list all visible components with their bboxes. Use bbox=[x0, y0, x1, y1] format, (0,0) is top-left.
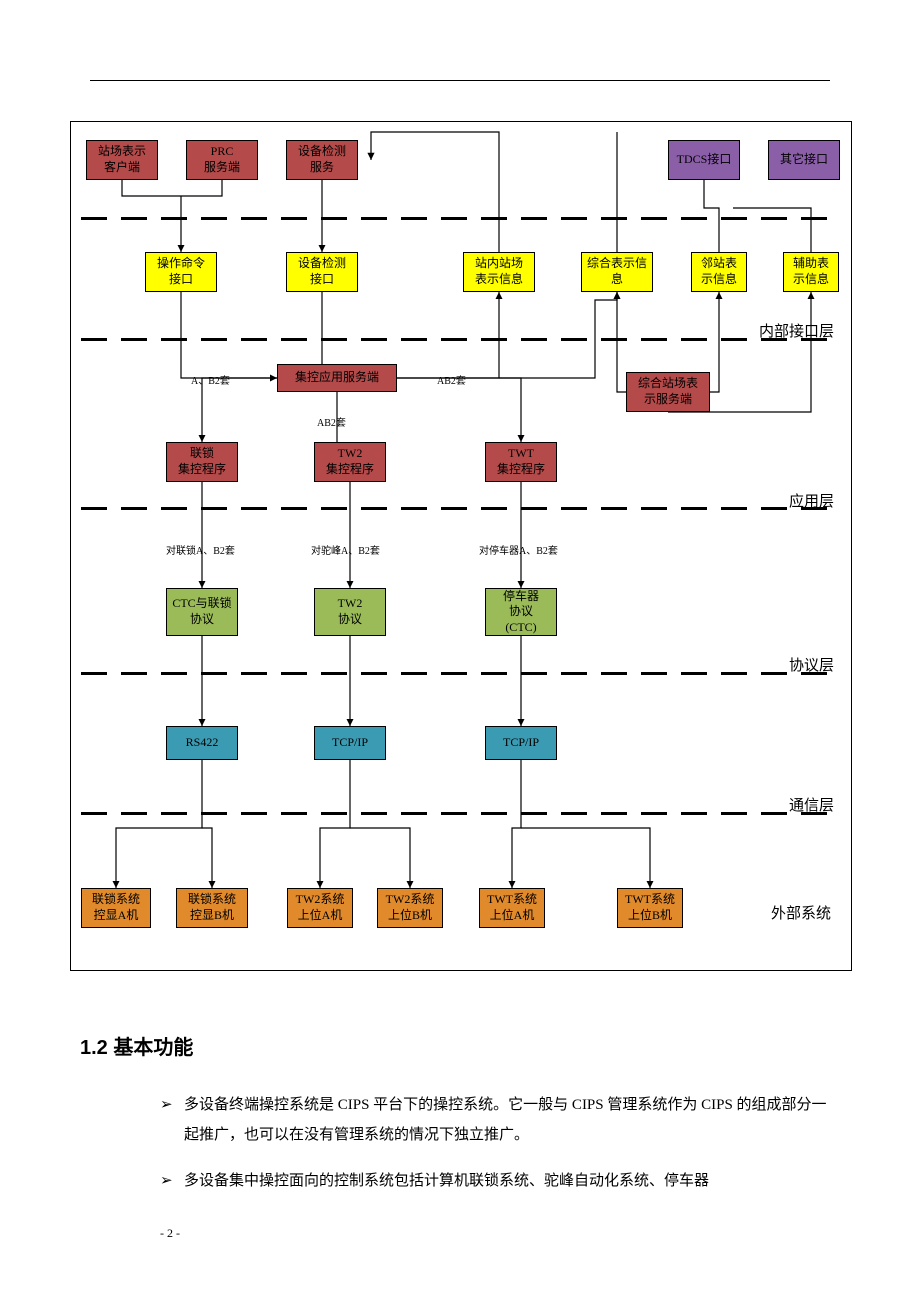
n-infield: 站内站场表示信息 bbox=[463, 252, 535, 292]
bullet-icon: ➢ bbox=[160, 1090, 184, 1120]
layer-label: 内部接口层 bbox=[759, 320, 834, 341]
edge-label: AB2套 bbox=[317, 414, 346, 429]
header-rule bbox=[90, 80, 830, 81]
n-twtb: TWT系统上位B机 bbox=[617, 888, 683, 928]
n-twta: TWT系统上位A机 bbox=[479, 888, 545, 928]
edge-label: 对联锁A、B2套 bbox=[166, 542, 235, 557]
n-devif: 设备检测接口 bbox=[286, 252, 358, 292]
layer-label: 外部系统 bbox=[771, 902, 831, 923]
n-combined: 综合表示信息 bbox=[581, 252, 653, 292]
n-opcmd: 操作命令接口 bbox=[145, 252, 217, 292]
n-tcp2: TCP/IP bbox=[485, 726, 557, 760]
bullet-item: ➢多设备集中操控面向的控制系统包括计算机联锁系统、驼峰自动化系统、停车器 bbox=[160, 1166, 830, 1196]
bullet-text: 多设备终端操控系统是 CIPS 平台下的操控系统。它一般与 CIPS 管理系统作… bbox=[184, 1090, 830, 1150]
edge-label: 对驼峰A、B2套 bbox=[311, 542, 380, 557]
n-tdcs: TDCS接口 bbox=[668, 140, 740, 180]
bullet-icon: ➢ bbox=[160, 1166, 184, 1196]
n-locka: 联锁系统控显A机 bbox=[81, 888, 151, 928]
n-tw2a: TW2系统上位A机 bbox=[287, 888, 353, 928]
n-lock: 联锁集控程序 bbox=[166, 442, 238, 482]
n-aux: 辅助表示信息 bbox=[783, 252, 839, 292]
layer-label: 协议层 bbox=[789, 654, 834, 675]
page-number: - 2 - bbox=[160, 1226, 850, 1241]
n-ctc: CTC与联锁协议 bbox=[166, 588, 238, 636]
n-tw2p: TW2协议 bbox=[314, 588, 386, 636]
edge-label: 对停车器A、B2套 bbox=[479, 542, 558, 557]
n-client: 站场表示客户端 bbox=[86, 140, 158, 180]
n-other: 其它接口 bbox=[768, 140, 840, 180]
n-combsrv: 综合站场表示服务端 bbox=[626, 372, 710, 412]
n-tw2: TW2集控程序 bbox=[314, 442, 386, 482]
n-tcp1: TCP/IP bbox=[314, 726, 386, 760]
document-page: 站场表示客户端 PRC服务端设备检测服务 TDCS接口其它接口操作命令接口 设备检测接… bbox=[0, 0, 920, 1281]
n-devcheck: 设备检测服务 bbox=[286, 140, 358, 180]
n-twt: TWT集控程序 bbox=[485, 442, 557, 482]
n-prc: PRC服务端 bbox=[186, 140, 258, 180]
n-appsrv: 集控应用服务端 bbox=[277, 364, 397, 392]
bullet-text: 多设备集中操控面向的控制系统包括计算机联锁系统、驼峰自动化系统、停车器 bbox=[184, 1166, 830, 1196]
n-park: 停车器协议(CTC) bbox=[485, 588, 557, 636]
n-neighbor: 邻站表示信息 bbox=[691, 252, 747, 292]
n-tw2b: TW2系统上位B机 bbox=[377, 888, 443, 928]
layer-label: 通信层 bbox=[789, 794, 834, 815]
layer-label: 应用层 bbox=[789, 490, 834, 511]
n-rs422: RS422 bbox=[166, 726, 238, 760]
bullet-list: ➢多设备终端操控系统是 CIPS 平台下的操控系统。它一般与 CIPS 管理系统… bbox=[160, 1090, 830, 1196]
edge-label: A、B2套 bbox=[191, 372, 230, 387]
architecture-diagram: 站场表示客户端 PRC服务端设备检测服务 TDCS接口其它接口操作命令接口 设备检测接… bbox=[70, 121, 852, 971]
bullet-item: ➢多设备终端操控系统是 CIPS 平台下的操控系统。它一般与 CIPS 管理系统… bbox=[160, 1090, 830, 1150]
section-heading: 1.2 基本功能 bbox=[80, 1031, 850, 1060]
n-lockb: 联锁系统控显B机 bbox=[176, 888, 248, 928]
edge-label: AB2套 bbox=[437, 372, 466, 387]
